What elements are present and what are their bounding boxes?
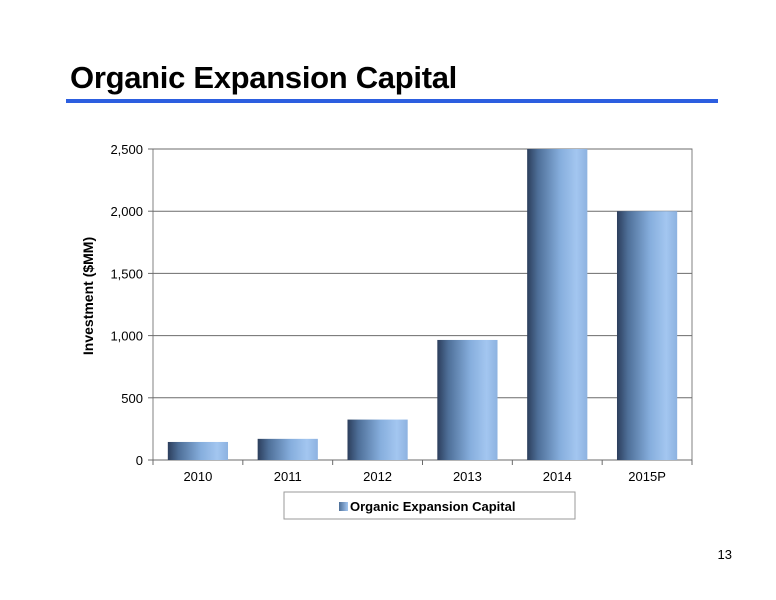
y-tick-label: 2,500 xyxy=(110,142,143,157)
y-tick-label: 2,000 xyxy=(110,204,143,219)
bar-2014 xyxy=(527,149,588,460)
bar-2015P xyxy=(616,211,678,460)
legend-label: Organic Expansion Capital xyxy=(350,499,515,514)
title-underline xyxy=(66,99,718,103)
x-tick-label: 2014 xyxy=(543,469,572,484)
legend-box xyxy=(283,491,576,520)
plot-border xyxy=(152,148,693,461)
y-axis-label: Investment ($MM) xyxy=(80,237,96,355)
y-tick-label: 500 xyxy=(121,391,143,406)
bar-2010 xyxy=(167,441,229,460)
bar-2012 xyxy=(347,419,408,460)
x-tick-label: 2013 xyxy=(453,469,482,484)
y-tick-label: 0 xyxy=(136,453,143,468)
bar-2011 xyxy=(257,438,318,460)
plot-area xyxy=(152,148,693,461)
page-title: Organic Expansion Capital xyxy=(70,60,457,95)
x-tick-label: 2010 xyxy=(183,469,212,484)
x-tick-label: 2015P xyxy=(628,469,666,484)
x-tick-label: 2012 xyxy=(363,469,392,484)
y-tick-label: 1,500 xyxy=(110,266,143,281)
legend: Organic Expansion Capital xyxy=(283,491,576,520)
bars-group xyxy=(167,149,678,460)
bar-2013 xyxy=(437,339,498,460)
page-number: 13 xyxy=(717,547,732,562)
y-tick-label: 1,000 xyxy=(110,329,143,344)
x-tick-label: 2011 xyxy=(274,469,302,484)
legend-swatch xyxy=(339,502,348,511)
x-axis-ticks: 2010 2011 2012 2013 2014 2015P xyxy=(152,460,693,484)
y-axis-ticks: 0 500 1,000 1,500 2,000 2,500 xyxy=(110,142,153,468)
